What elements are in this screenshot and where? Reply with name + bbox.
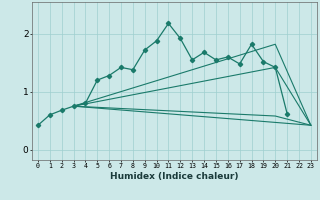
X-axis label: Humidex (Indice chaleur): Humidex (Indice chaleur) (110, 172, 239, 181)
